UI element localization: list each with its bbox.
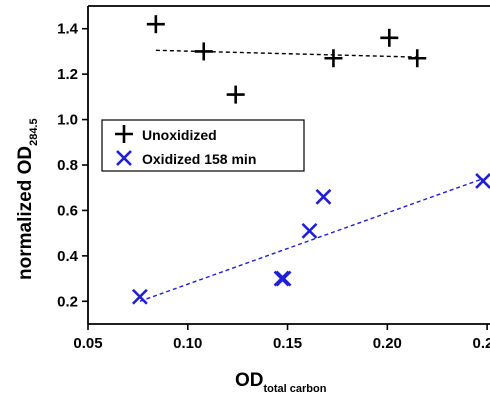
x-axis-title-subscript: total carbon [264,383,327,394]
y-tick-label: 0.2 [57,293,78,310]
x-axis-title-main: OD [235,370,264,391]
legend-box [101,119,305,172]
data-point-unoxidized [226,85,245,104]
legend: Unoxidized Oxidized 158 min [101,119,305,172]
x-axis-ticks: 0.05 0.10 0.15 0.20 0.25 [73,324,490,352]
legend-marker-unoxidized [115,125,133,143]
data-point-unoxidized [324,49,343,68]
fit-lines [139,49,484,302]
data-point-oxidized [301,222,318,239]
fit-line-oxidized [139,177,484,302]
y-tick-label: 0.4 [57,248,79,265]
data-point-oxidized [475,172,490,189]
data-point-unoxidized [194,42,213,61]
data-point-oxidized [131,288,148,305]
legend-marker-oxidized [116,150,132,166]
data-point-unoxidized [408,49,427,68]
legend-plus-icon [115,125,133,143]
data-points [131,15,490,305]
data-point-unoxidized [380,28,399,47]
data-point-oxidized [273,270,290,287]
legend-label-unoxidized: Unoxidized [142,127,217,143]
x-axis-title: ODtotal carbon [235,370,327,394]
data-point-oxidized [275,270,292,287]
y-axis-ticks: 0.2 0.4 0.6 0.8 1.0 1.2 1.4 [57,21,88,310]
x-tick-label: 0.25 [472,335,490,352]
y-tick-label: 1.2 [57,66,78,83]
y-axis-title-main: normalized OD [15,146,36,280]
x-tick-label: 0.05 [73,335,102,352]
x-tick-label: 0.15 [273,335,302,352]
y-tick-label: 1.0 [57,112,78,129]
y-tick-label: 1.4 [57,21,79,38]
y-axis-title: normalized OD284.5 [15,118,40,280]
x-tick-label: 0.20 [373,335,402,352]
x-tick-label: 0.10 [173,335,202,352]
y-axis-title-subscript: 284.5 [28,118,40,146]
y-tick-label: 0.8 [57,157,78,174]
legend-label-oxidized: Oxidized 158 min [142,151,256,167]
y-tick-label: 0.6 [57,202,78,219]
data-point-unoxidized [146,15,165,34]
data-point-oxidized [315,188,332,205]
legend-x-icon [116,150,132,166]
